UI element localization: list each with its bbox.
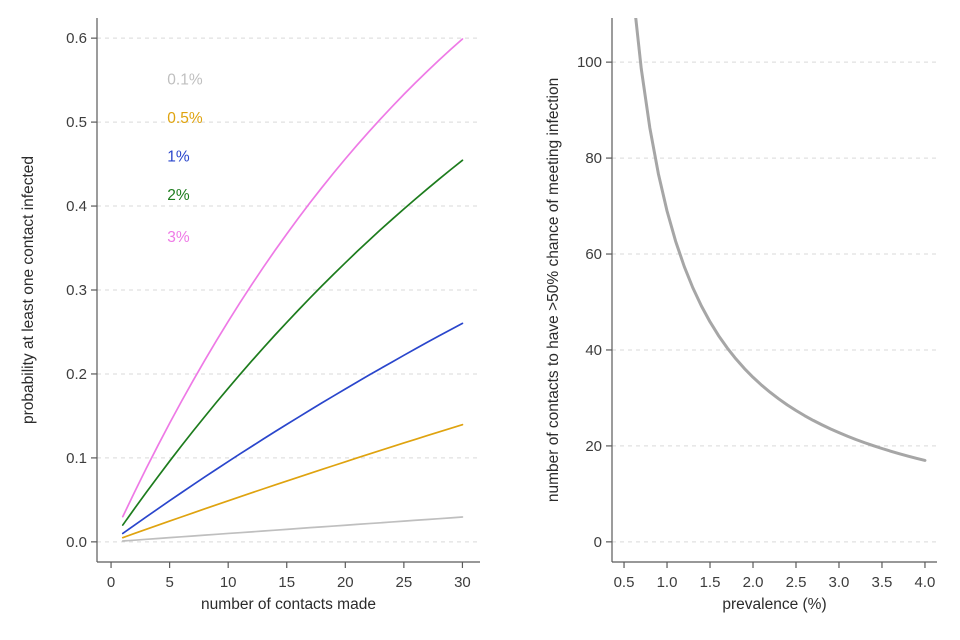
x-tick-label: 20	[337, 574, 354, 591]
x-tick-label: 1.5	[700, 574, 721, 591]
x-tick-label: 0	[107, 574, 115, 591]
x-tick-label: 25	[396, 574, 413, 591]
x-tick-label: 3.5	[872, 574, 893, 591]
y-tick-label: 0.5	[66, 114, 87, 131]
series-line-contacts-for-50pct-chance	[634, 18, 927, 462]
y-tick-label: 0.1	[66, 450, 87, 467]
legend-label-3%: 3%	[167, 229, 190, 246]
legend-label-0.1%: 0.1%	[167, 71, 203, 88]
y-tick-label: 100	[577, 54, 602, 71]
y-tick-label: 0.3	[66, 282, 87, 299]
series-line-2%	[121, 159, 464, 526]
right-chart-contacts-vs-prevalence: 0.5 1.0 1.5 2.0 2.5 3.0 3.5 4.0 0 20 40 60 80 100 prev…	[545, 18, 937, 613]
x-tick-label: 2.0	[743, 574, 764, 591]
legend-label-2%: 2%	[167, 187, 190, 204]
y-tick-label: 0.6	[66, 30, 87, 47]
x-tick-label: 5	[165, 574, 173, 591]
left-chart-probability-vs-contacts: 0 5 10 15 20 25 30 0.0 0.1 0.2 0.3 0.4 0.5 0.6 0.1% 0.5…	[20, 18, 480, 613]
y-tick-label: 40	[585, 342, 602, 359]
series-line-1%	[121, 322, 464, 535]
x-tick-label: 30	[454, 574, 471, 591]
series-line-3%	[121, 38, 464, 518]
x-tick-label: 0.5	[614, 574, 635, 591]
x-tick-label: 15	[278, 574, 295, 591]
legend-label-0.5%: 0.5%	[167, 110, 203, 127]
x-axis-title: prevalence (%)	[722, 596, 826, 613]
x-tick-label: 1.0	[657, 574, 678, 591]
y-tick-label: 20	[585, 438, 602, 455]
y-tick-label: 0.4	[66, 198, 87, 215]
y-tick-label: 0	[594, 534, 602, 551]
y-axis-title: probability at least one contact infecte…	[20, 156, 37, 424]
y-axis-title: number of contacts to have >50% chance o…	[545, 78, 562, 502]
y-tick-label: 0.2	[66, 366, 87, 383]
x-tick-label: 2.5	[786, 574, 807, 591]
x-tick-label: 4.0	[915, 574, 936, 591]
legend-label-1%: 1%	[167, 149, 190, 166]
y-tick-label: 0.0	[66, 534, 87, 551]
x-tick-label: 10	[220, 574, 237, 591]
series-line-0.5%	[121, 423, 464, 539]
y-tick-label: 80	[585, 150, 602, 167]
x-axis-title: number of contacts made	[201, 596, 376, 613]
x-tick-label: 3.0	[829, 574, 850, 591]
y-tick-label: 60	[585, 246, 602, 263]
series-line-0.1%	[121, 516, 464, 542]
